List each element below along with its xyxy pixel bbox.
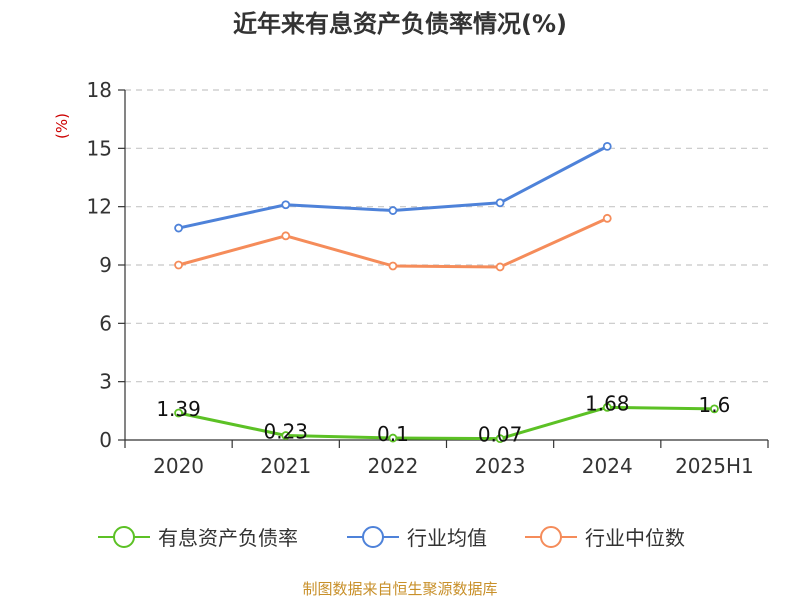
legend-marker: [113, 526, 135, 548]
legend-label: 有息资产负债率: [158, 526, 298, 550]
y-tick-label: 0: [99, 428, 112, 452]
x-tick-label: 2025H1: [675, 454, 754, 478]
x-tick-label: 2020: [153, 454, 204, 478]
data-point: [281, 231, 291, 241]
data-point: [174, 408, 183, 418]
data-point: [602, 141, 612, 151]
legend-marker: [362, 526, 384, 548]
legend-label: 行业均值: [407, 526, 487, 550]
gridlines: [125, 89, 768, 383]
data-point: [174, 260, 183, 270]
x-tick-label: 2023: [475, 454, 526, 478]
data-point: [388, 206, 398, 215]
data-label: 1.6: [699, 393, 731, 417]
series-2: [174, 213, 612, 272]
x-tick-label: 2022: [367, 454, 418, 478]
legend-marker: [540, 526, 562, 548]
data-point: [602, 213, 612, 223]
x-tick-label: 2021: [260, 454, 311, 478]
legend-label: 行业中位数: [585, 526, 685, 550]
data-label: 0.07: [478, 423, 523, 447]
y-tick-label: 18: [87, 78, 112, 102]
data-point: [710, 404, 719, 414]
y-tick-label: 12: [87, 195, 112, 219]
y-tick-label: 9: [99, 253, 112, 277]
data-point: [495, 262, 505, 272]
data-point: [174, 223, 183, 233]
series-line: [178, 216, 608, 269]
data-point: [281, 200, 291, 210]
y-tick-label: 6: [99, 311, 112, 335]
data-point: [602, 402, 612, 412]
chart-title: 近年来有息资产负债率情况(%): [233, 10, 567, 38]
series-1: [174, 141, 612, 233]
data-label: 0.1: [377, 422, 409, 446]
data-point: [495, 198, 505, 208]
series-0: 1.39 0.23 0.1 0.07 1.68 1.6: [156, 391, 730, 446]
data-point: [388, 433, 398, 443]
legend: 有息资产负债率 行业均值 行业中位数: [98, 526, 685, 550]
y-tick-label: 15: [87, 136, 112, 160]
source-note: 制图数据来自恒生聚源数据库: [302, 580, 497, 598]
series-line: [178, 405, 715, 441]
y-axis-label: (%): [53, 113, 71, 139]
axes: [118, 89, 769, 448]
data-point: [495, 434, 505, 444]
data-label: 0.23: [263, 420, 308, 444]
data-point: [388, 261, 398, 271]
y-tick-label: 3: [99, 370, 112, 394]
x-tick-label: 2024: [582, 454, 633, 478]
data-label: 1.68: [585, 391, 630, 415]
x-tick-labels: 2020 2021 2022 2023 2024 2025H1: [153, 454, 754, 478]
series-layer: 1.39 0.23 0.1 0.07 1.68 1.6: [156, 141, 730, 447]
series-line: [178, 145, 608, 230]
data-point: [281, 431, 291, 440]
y-tick-labels: 0 3 6 9 12 15 18: [87, 78, 112, 452]
data-label: 1.39: [156, 397, 201, 421]
